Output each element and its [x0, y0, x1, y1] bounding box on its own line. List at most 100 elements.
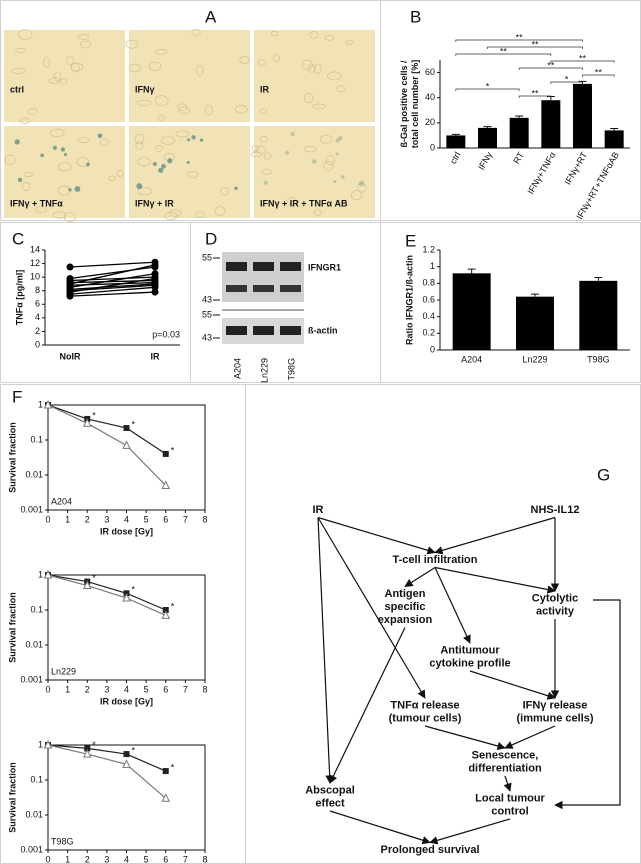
y-tick-label: 0 [430, 344, 435, 354]
cell [259, 108, 268, 114]
cell [261, 168, 272, 175]
cell [11, 67, 26, 74]
diagram-node: activity [536, 605, 575, 617]
cell [52, 211, 67, 219]
diagram-node: Prolonged survival [380, 844, 479, 856]
micrograph [254, 30, 375, 122]
cell [251, 145, 260, 152]
band [226, 285, 247, 292]
stained-cell [285, 150, 290, 155]
diagram-node: Cytolytic [532, 592, 578, 604]
significance-bracket [518, 95, 552, 98]
diagram-node: (immune cells) [516, 712, 593, 724]
cell [309, 30, 319, 39]
point [43, 399, 53, 409]
y-tick-label: 60 [425, 67, 435, 77]
error-bar [531, 293, 539, 297]
band [253, 326, 274, 335]
cell [79, 40, 91, 49]
cell [234, 104, 248, 114]
cell [324, 35, 335, 41]
point [151, 261, 159, 269]
image-label: ctrl [10, 84, 24, 94]
panel-label: A [205, 7, 217, 26]
cell [135, 140, 144, 150]
significance-bracket [518, 67, 583, 70]
error-bar [610, 128, 619, 131]
diagram-arrow [329, 627, 406, 784]
fit-curve [47, 404, 167, 486]
band [280, 262, 301, 271]
significance-label: * [171, 445, 175, 455]
x-tick-label: 8 [202, 684, 207, 694]
cell [99, 138, 110, 147]
x-tick-label: T98G [587, 354, 610, 364]
cell [336, 85, 346, 93]
cell [23, 172, 33, 177]
diagram-arrow [404, 566, 436, 588]
x-tick-label: 3 [104, 514, 109, 524]
diagram-arrow [317, 517, 334, 784]
cell [301, 59, 313, 70]
cell [108, 175, 116, 182]
stained-cell [14, 139, 20, 145]
diagram-arrow [317, 516, 436, 555]
point [151, 275, 159, 282]
x-tick-label: A204 [461, 354, 482, 364]
diagram-node: effect [315, 797, 345, 809]
y-tick-label: 6 [35, 299, 40, 309]
diagram-node: TNFα release [390, 699, 459, 711]
diagram-arrow [434, 516, 556, 555]
significance-label: * [92, 573, 96, 583]
x-tick-label: 7 [183, 854, 188, 864]
cell [308, 63, 316, 73]
diagram-node: specific [385, 601, 426, 613]
significance-label: ** [500, 46, 508, 56]
stained-cell [234, 186, 238, 190]
cell [15, 47, 26, 54]
y-tick-label: 0.01 [25, 639, 43, 649]
significance-label: * [486, 81, 490, 91]
cell [195, 211, 205, 219]
y-tick-label: 0.6 [422, 294, 435, 304]
cell [116, 169, 124, 177]
pair-line [69, 276, 156, 282]
significance-label: ** [516, 32, 524, 42]
point [82, 748, 92, 758]
diagram-node: control [491, 805, 528, 817]
fit-curve [47, 404, 167, 455]
x-tick-label: IFNγ [476, 150, 494, 172]
y-tick-label: 0.8 [422, 278, 435, 288]
x-tick-label: ctrl [448, 150, 463, 165]
significance-label: * [132, 745, 136, 755]
stained-cell [333, 179, 337, 184]
cell [327, 71, 342, 81]
fit-curve [47, 744, 166, 772]
point [84, 745, 91, 752]
point [123, 425, 130, 432]
x-axis-label: IR dose [Gy] [100, 526, 153, 536]
y-tick-label: 1 [430, 261, 435, 271]
image-label: IFNγ + IR [135, 198, 174, 208]
diagram-arrow [469, 670, 556, 700]
significance-bracket [550, 81, 583, 84]
x-tick-label: Ln229 [522, 354, 547, 364]
point [66, 292, 74, 300]
diagram-node: (tumour cells) [389, 712, 462, 724]
cell [128, 63, 141, 73]
cell [319, 134, 333, 144]
cell [21, 181, 31, 192]
cell [178, 106, 190, 115]
y-tick-label: 0.001 [20, 674, 43, 684]
cell [5, 154, 16, 166]
stained-cell [167, 158, 173, 164]
x-tick-label: 0 [45, 854, 50, 864]
cell [286, 197, 297, 206]
y-tick-label: 2 [35, 326, 40, 336]
diagram-node: cytokine profile [429, 657, 510, 669]
cell [154, 49, 168, 55]
cell [345, 40, 354, 45]
error-bar [483, 126, 492, 128]
y-tick-label: 10 [30, 272, 40, 282]
stained-cell [311, 159, 317, 164]
